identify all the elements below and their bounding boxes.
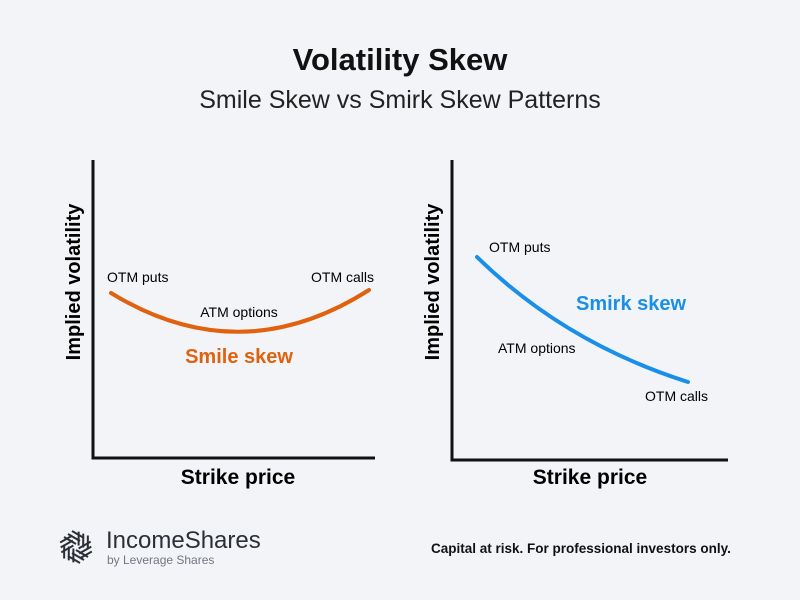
- brand-name: IncomeShares: [106, 527, 261, 554]
- left-x-label: Strike price: [181, 466, 295, 489]
- right-axes: [450, 160, 728, 462]
- left-y-label: Implied volatility: [63, 203, 85, 361]
- smile-curve: [109, 288, 371, 334]
- right-atm-label: ATM options: [498, 340, 576, 356]
- left-axes: [91, 160, 375, 460]
- smirk-panel: Implied volatility Strike price OTM puts…: [422, 160, 728, 489]
- brand-subtitle: by Leverage Shares: [107, 553, 215, 567]
- hexagonal-swirl-logo-icon: [55, 527, 97, 567]
- disclaimer: Capital at risk. For professional invest…: [431, 541, 731, 556]
- left-atm-label: ATM options: [200, 304, 278, 320]
- smile-skew-label: Smile skew: [185, 346, 293, 368]
- right-x-label: Strike price: [533, 466, 647, 489]
- page-title: Volatility Skew: [292, 42, 508, 77]
- smirk-skew-label: Smirk skew: [576, 293, 687, 315]
- right-otm-calls-label: OTM calls: [645, 388, 708, 404]
- right-otm-puts-label: OTM puts: [489, 239, 550, 255]
- smirk-curve: [475, 255, 690, 384]
- left-otm-calls-label: OTM calls: [311, 269, 374, 285]
- left-otm-puts-label: OTM puts: [107, 269, 168, 285]
- smile-panel: Implied volatility Strike price OTM puts…: [63, 160, 375, 489]
- right-y-label: Implied volatility: [422, 203, 444, 361]
- page-subtitle: Smile Skew vs Smirk Skew Patterns: [199, 86, 601, 114]
